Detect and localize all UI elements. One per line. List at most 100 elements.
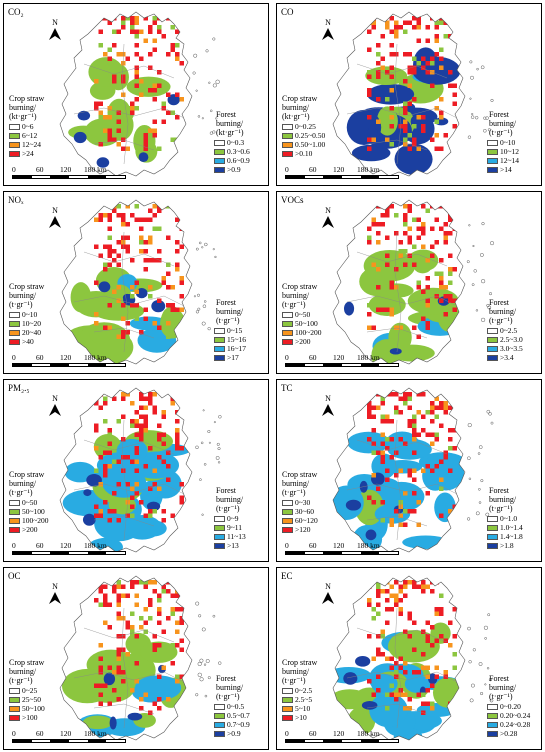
legend-label: 16~17 (227, 344, 247, 353)
legend-label: 0~30 (295, 498, 311, 507)
crop-straw-cell (107, 47, 112, 52)
crop-straw-cell (434, 638, 439, 643)
crop-straw-cell (430, 468, 435, 473)
island (478, 501, 482, 504)
crop-straw-cell (389, 106, 394, 111)
legend-swatch (282, 141, 293, 148)
crop-straw-cell (112, 29, 117, 34)
crop-straw-cell (389, 142, 394, 147)
legend-swatch (487, 327, 498, 334)
north-arrow: N (321, 206, 335, 233)
crop-straw-cell (116, 285, 121, 290)
crop-straw-cell (143, 513, 148, 518)
crop-straw-cell (425, 665, 430, 670)
island (216, 442, 220, 446)
crop-straw-cell (421, 65, 426, 70)
island (208, 441, 211, 444)
map-graphic (332, 575, 494, 741)
forest-legend-item: 0.5~0.7 (214, 711, 250, 720)
island (213, 421, 216, 424)
crop-straw-cell (389, 124, 394, 129)
crop-straw-cell (179, 280, 184, 285)
crop-straw-cell (367, 580, 372, 585)
legend-label: 60~120 (295, 516, 318, 525)
scale-tick-label: 0 (285, 353, 289, 362)
crop-straw-cell (439, 513, 444, 518)
crop-straw-cell (130, 580, 135, 585)
crop-straw-cell (139, 500, 144, 505)
crop-straw-cell (398, 656, 403, 661)
crop-straw-cell (448, 396, 453, 401)
crop-straw-cell (403, 137, 408, 142)
panel-title: CO₂ (8, 7, 24, 17)
crop-straw-cell (175, 620, 180, 625)
crop-straw-cell (166, 262, 171, 267)
crop-straw-cell (385, 20, 390, 25)
crop-straw-cell (416, 285, 421, 290)
crop-legend-item: 25~50 (9, 695, 45, 704)
crop-straw-cell (398, 584, 403, 589)
crop-straw-cell (125, 222, 130, 227)
forest-legend-item: >1.8 (487, 541, 523, 550)
crop-straw-cell (152, 16, 157, 21)
crop-straw-cell (130, 665, 135, 670)
crop-straw-cell (389, 115, 394, 120)
crop-legend-title: Crop straw burning/ (t·gr⁻¹) (9, 470, 45, 497)
crop-straw-cell (403, 401, 408, 406)
island (203, 463, 207, 466)
crop-straw-cell (389, 392, 394, 397)
province-boundary (59, 11, 193, 177)
crop-legend-item: 0.50~1.00 (282, 140, 325, 149)
legend-swatch (9, 311, 20, 318)
crop-straw-cell (148, 88, 153, 93)
panel-title: CO (281, 7, 294, 17)
island (475, 309, 479, 312)
crop-straw-cell (170, 16, 175, 21)
island (468, 477, 472, 480)
crop-straw-cell (94, 513, 99, 518)
crop-straw-cell (170, 392, 175, 397)
crop-straw-cell (157, 423, 162, 428)
crop-straw-cell (425, 25, 430, 30)
crop-straw-cell (385, 262, 390, 267)
crop-straw-cell (98, 602, 103, 607)
legend-label: 12~14 (500, 156, 520, 165)
county-boundary (83, 439, 175, 455)
crop-straw-cell (143, 414, 148, 419)
crop-straw-cell (430, 253, 435, 258)
crop-straw-cell (125, 625, 130, 630)
crop-straw-cell (130, 20, 135, 25)
crop-straw-cell (179, 61, 184, 66)
crop-straw-cell (161, 432, 166, 437)
crop-straw-cell (175, 267, 180, 272)
crop-straw-cell (143, 316, 148, 321)
crop-straw-cell (448, 437, 453, 442)
north-arrow-icon (322, 216, 334, 228)
crop-legend-item: >40 (9, 337, 41, 346)
scale-tick-label: 120 (60, 729, 72, 738)
north-arrow-icon (322, 404, 334, 416)
scale-segment (106, 176, 126, 178)
crop-straw-cell (421, 244, 426, 249)
crop-straw-cell (443, 670, 448, 675)
island (215, 79, 220, 84)
crop-legend-item: >200 (9, 525, 49, 534)
crop-straw-cell (434, 146, 439, 151)
crop-straw-cell (425, 638, 430, 643)
crop-straw-cell (371, 20, 376, 25)
crop-straw-cell (116, 213, 121, 218)
crop-straw-cell (125, 146, 130, 151)
legend-label: 0~0.3 (227, 138, 245, 147)
crop-straw-cell (148, 235, 153, 240)
crop-straw-cell (371, 217, 376, 222)
crop-straw-cell (170, 16, 175, 21)
crop-straw-cell (148, 392, 153, 397)
island (467, 135, 472, 139)
legend-swatch (487, 524, 498, 531)
province-area (60, 12, 192, 176)
crop-straw-cell (398, 396, 403, 401)
crop-straw-cell (107, 244, 112, 249)
crop-straw-cell (157, 226, 162, 231)
crop-legend: 0~2.5 2.5~5 5~10 >10 (282, 686, 312, 722)
crop-straw-cell (134, 303, 139, 308)
